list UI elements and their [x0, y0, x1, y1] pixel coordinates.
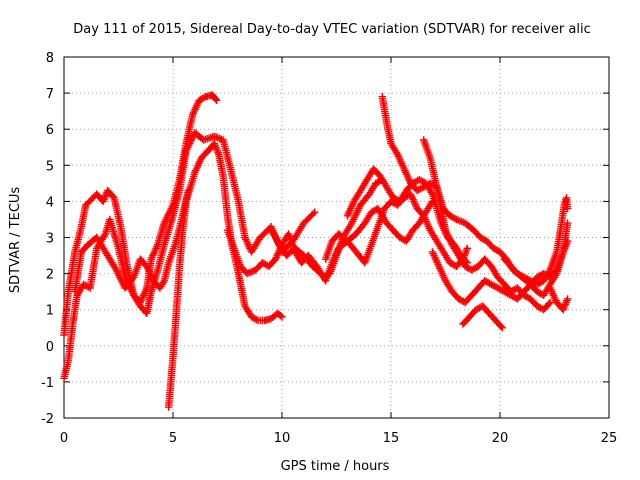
- y-tick-label: 6: [46, 123, 54, 138]
- x-tick-label: 5: [169, 431, 177, 446]
- data-point-marks: [428, 237, 572, 307]
- data-point-marks: [164, 139, 286, 411]
- series-track-l: [459, 302, 506, 332]
- data-point-marks: [500, 194, 572, 289]
- y-tick-label: 3: [46, 232, 54, 247]
- y-tick-label: 0: [46, 340, 54, 355]
- y-axis-label: SDTVAR / TECUs: [8, 187, 23, 294]
- x-tick-label: 15: [383, 431, 400, 446]
- axis-ticks: -2 -1 0 1 2 3 4 5 6 7 8 0 5 10 15 20 25: [41, 51, 617, 446]
- series-track-d: [164, 139, 286, 411]
- x-tick-label: 0: [60, 431, 68, 446]
- data-point-marks: [546, 284, 572, 314]
- data-point-marks: [459, 302, 506, 332]
- series-track-m: [500, 194, 572, 289]
- y-tick-label: -2: [41, 412, 54, 427]
- series-track-k: [428, 237, 572, 307]
- y-tick-label: 7: [46, 87, 54, 102]
- y-tick-label: 4: [46, 195, 54, 210]
- series-track-j: [420, 136, 554, 314]
- series-track-f: [267, 197, 437, 285]
- y-tick-label: -1: [41, 376, 54, 391]
- data-point-marks: [267, 197, 437, 285]
- x-tick-label: 10: [274, 431, 291, 446]
- plot-frame: [63, 56, 610, 419]
- chart-title: Day 111 of 2015, Sidereal Day-to-day VTE…: [73, 22, 590, 37]
- x-axis-label: GPS time / hours: [281, 459, 390, 474]
- x-tick-label: 20: [492, 431, 509, 446]
- y-tick-label: 8: [46, 51, 54, 66]
- y-tick-label: 5: [46, 159, 54, 174]
- data-point-marks: [420, 136, 554, 314]
- data-series: [60, 91, 572, 411]
- y-tick-label: 2: [46, 268, 54, 283]
- series-track-n: [546, 284, 572, 314]
- y-tick-label: 1: [46, 304, 54, 319]
- x-tick-label: 25: [601, 431, 618, 446]
- grid-lines: [64, 57, 609, 418]
